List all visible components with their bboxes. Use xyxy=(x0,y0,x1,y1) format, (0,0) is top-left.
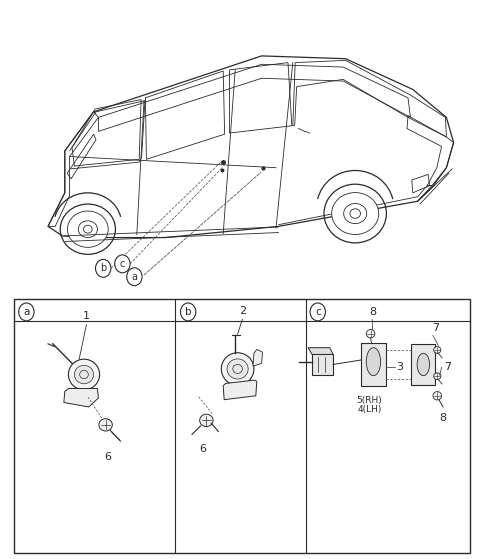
Polygon shape xyxy=(64,389,98,407)
Bar xyxy=(361,343,386,386)
Ellipse shape xyxy=(433,392,442,400)
Text: a: a xyxy=(132,272,137,282)
Bar xyxy=(411,344,435,385)
Text: 6: 6 xyxy=(199,444,206,454)
Text: 1: 1 xyxy=(83,311,90,321)
Circle shape xyxy=(19,303,34,321)
Ellipse shape xyxy=(417,353,430,376)
Bar xyxy=(14,299,470,553)
Text: 2: 2 xyxy=(239,306,246,316)
Text: 8: 8 xyxy=(440,413,446,423)
Ellipse shape xyxy=(227,359,248,379)
Text: a: a xyxy=(23,307,30,317)
Ellipse shape xyxy=(366,330,375,338)
Circle shape xyxy=(115,255,130,273)
Ellipse shape xyxy=(332,192,379,235)
Ellipse shape xyxy=(67,211,108,248)
Text: 5(RH): 5(RH) xyxy=(357,396,383,405)
Polygon shape xyxy=(223,380,257,400)
Text: 8: 8 xyxy=(370,307,376,317)
Ellipse shape xyxy=(434,373,441,380)
Text: b: b xyxy=(100,263,107,273)
Text: c: c xyxy=(120,259,125,269)
Circle shape xyxy=(180,303,196,321)
Text: 3: 3 xyxy=(396,362,404,372)
Circle shape xyxy=(127,268,142,286)
Polygon shape xyxy=(312,354,333,375)
Ellipse shape xyxy=(221,353,254,385)
Ellipse shape xyxy=(200,414,213,427)
Ellipse shape xyxy=(74,366,94,383)
Text: 7: 7 xyxy=(432,323,439,333)
Ellipse shape xyxy=(366,348,381,376)
Ellipse shape xyxy=(99,419,112,431)
Polygon shape xyxy=(308,348,333,354)
Ellipse shape xyxy=(434,347,441,353)
Text: 4(LH): 4(LH) xyxy=(358,405,382,414)
Text: 6: 6 xyxy=(104,452,111,462)
Text: 7: 7 xyxy=(444,362,451,372)
Ellipse shape xyxy=(69,359,100,390)
Circle shape xyxy=(96,259,111,277)
Text: c: c xyxy=(315,307,321,317)
Polygon shape xyxy=(253,349,263,366)
Text: b: b xyxy=(185,307,192,317)
Circle shape xyxy=(310,303,325,321)
